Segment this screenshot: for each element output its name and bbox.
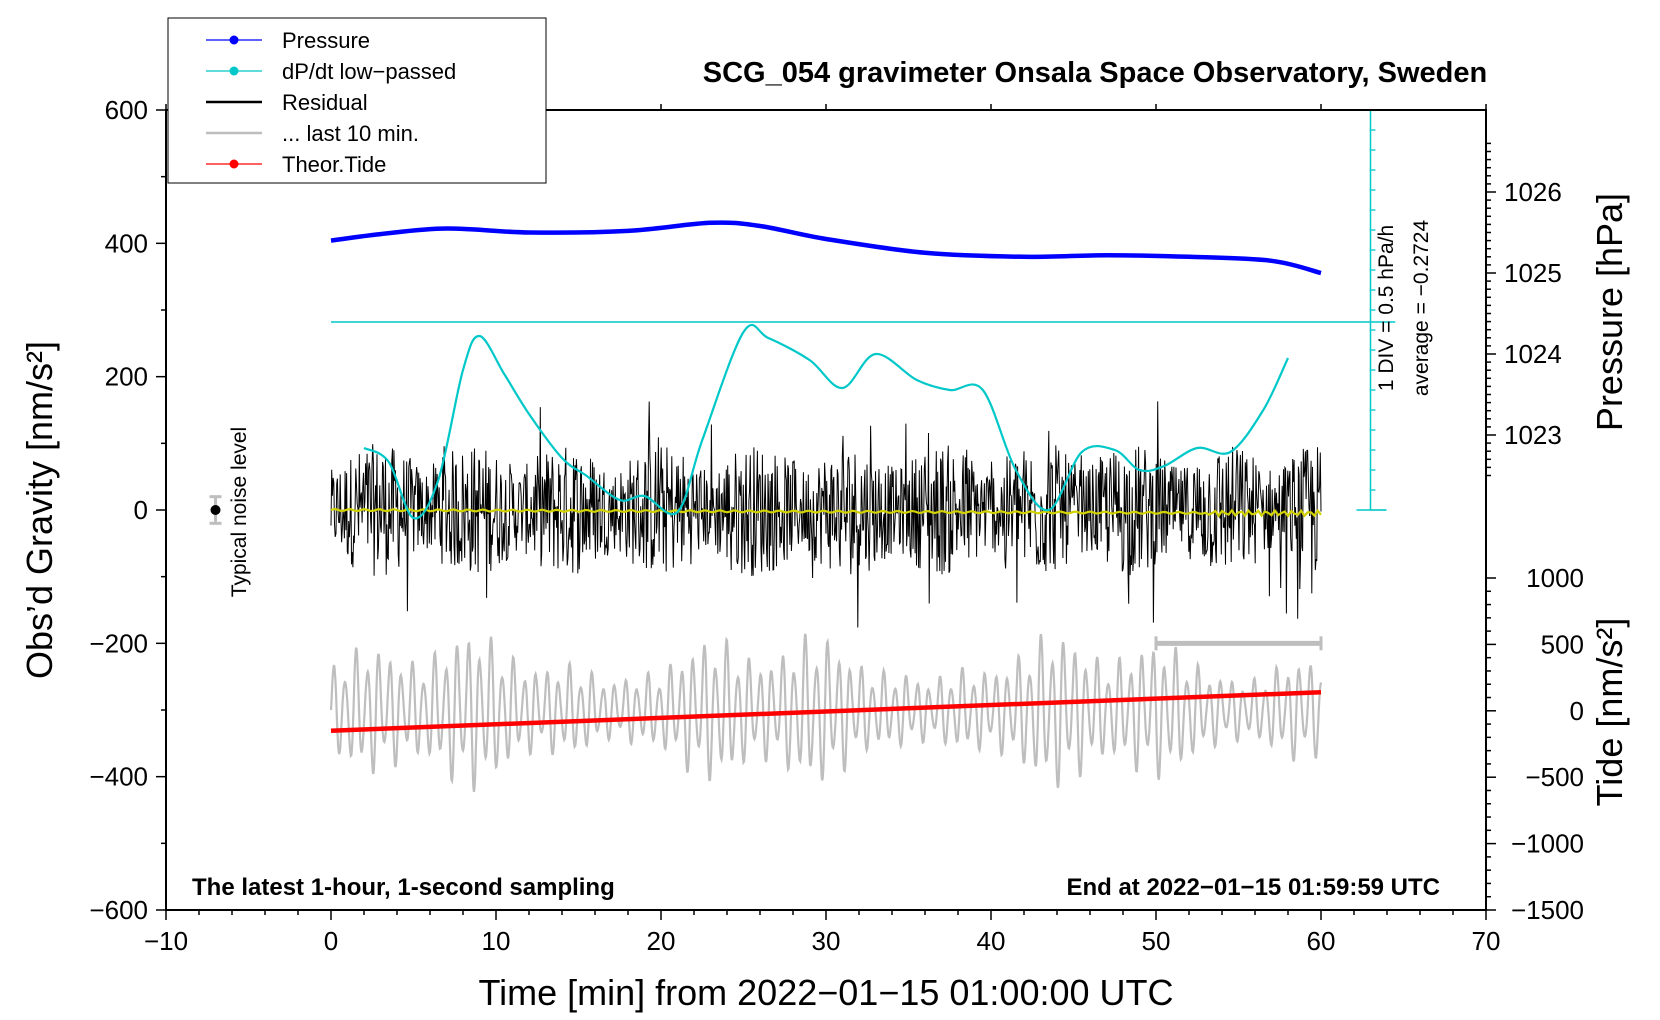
y-axis-title: Obs’d Gravity [nm/s²] xyxy=(19,341,60,679)
tide-tick-label: 500 xyxy=(1541,629,1584,659)
legend-box xyxy=(167,17,547,184)
tide-tick-label: 1000 xyxy=(1526,563,1584,593)
tide-last10-line xyxy=(329,633,1323,792)
x-tick-label: 20 xyxy=(647,926,676,956)
y-tick-label: −400 xyxy=(89,762,148,792)
tide-tick-label: −1500 xyxy=(1511,895,1584,925)
legend-label: dP/dt low−passed xyxy=(282,59,456,84)
x-tick-label: 70 xyxy=(1472,926,1501,956)
pressure-tick-label: 1026 xyxy=(1504,177,1562,207)
legend-item: ... last 10 min. xyxy=(206,121,419,146)
legend-swatch-dot xyxy=(229,66,239,76)
tide-axis-title: Tide [nm/s²] xyxy=(1589,618,1630,807)
x-tick-label: 30 xyxy=(812,926,841,956)
series-layer xyxy=(209,110,1396,792)
x-tick-label: −10 xyxy=(144,926,188,956)
pressure-tick-label: 1024 xyxy=(1504,339,1562,369)
noise-level-label: Typical noise level xyxy=(228,427,251,597)
pressure-line xyxy=(330,220,1322,276)
pressure-tick-label: 1025 xyxy=(1504,258,1562,288)
x-axis-title: Time [min] from 2022−01−15 01:00:00 UTC xyxy=(478,972,1173,1013)
legend-item: Pressure xyxy=(206,28,370,53)
dpdt-average-label: average = −0.2724 xyxy=(1410,220,1433,397)
legend-item: Residual xyxy=(206,90,368,115)
legend-item: Theor.Tide xyxy=(206,152,386,177)
legend-swatch-dot xyxy=(229,159,239,169)
y-tick-label: 0 xyxy=(134,495,148,525)
legend-swatch-dot xyxy=(229,35,239,45)
legend-label: ... last 10 min. xyxy=(282,121,419,146)
y-tick-label: −600 xyxy=(89,895,148,925)
chart-title: SCG_054 gravimeter Onsala Space Observat… xyxy=(703,57,1487,89)
legend-label: Pressure xyxy=(282,28,370,53)
x-tick-label: 40 xyxy=(977,926,1006,956)
annotation-end-time: End at 2022−01−15 01:59:59 UTC xyxy=(1066,874,1440,901)
x-tick-label: 10 xyxy=(482,926,511,956)
tide-tick-label: −500 xyxy=(1525,762,1584,792)
y-tick-label: −200 xyxy=(89,628,148,658)
noise-point xyxy=(210,505,221,515)
legend-item: dP/dt low−passed xyxy=(206,59,456,84)
x-tick-label: 0 xyxy=(324,926,338,956)
legend-items: Pressure dP/dt low−passed Residual ... last… xyxy=(206,28,456,177)
legend-label: Theor.Tide xyxy=(282,152,386,177)
dpdt-scale-label: 1 DIV = 0.5 hPa/h xyxy=(1375,225,1398,391)
residual-smoothed-line xyxy=(330,507,1322,518)
pressure-tick-label: 1023 xyxy=(1504,420,1562,450)
annotation-sampling: The latest 1‑hour, 1‑second sampling xyxy=(192,874,615,901)
legend-label: Residual xyxy=(282,90,368,115)
y-tick-label: 200 xyxy=(105,362,148,392)
y-tick-label: 600 xyxy=(105,95,148,125)
theor-tide-line xyxy=(330,689,1322,733)
tick-layer: −10 0 10 20 30 40 50 60 70 −600 −400 −200 0 200 400 600… xyxy=(89,95,1584,956)
dpdt-line xyxy=(363,324,1289,520)
y-tick-label: 400 xyxy=(105,228,148,258)
tide-tick-label: −1000 xyxy=(1511,829,1584,859)
pressure-axis-title: Pressure [hPa] xyxy=(1589,193,1630,431)
x-tick-label: 50 xyxy=(1142,926,1171,956)
plot-frame xyxy=(165,109,1487,911)
tide-tick-label: 0 xyxy=(1570,696,1584,726)
x-tick-label: 60 xyxy=(1307,926,1336,956)
residual-line xyxy=(330,401,1322,628)
legend: Pressure dP/dt low−passed Residual ... last… xyxy=(167,17,547,184)
